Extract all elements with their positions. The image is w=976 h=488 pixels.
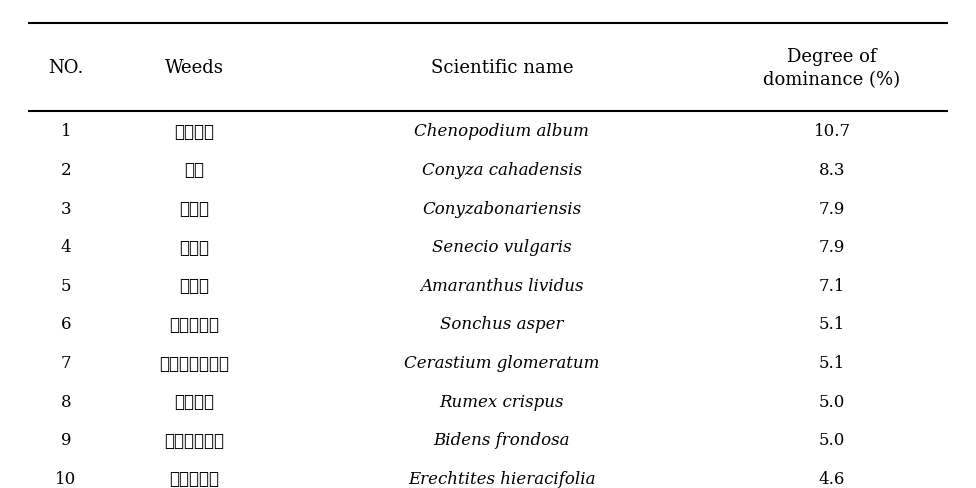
Text: 4.6: 4.6 <box>819 470 845 487</box>
Text: 6: 6 <box>61 316 71 333</box>
Text: Cerastium glomeratum: Cerastium glomeratum <box>404 354 599 371</box>
Text: Erechtites hieracifolia: Erechtites hieracifolia <box>408 470 595 487</box>
Text: 7.1: 7.1 <box>819 277 845 294</box>
Text: Degree of
dominance (%): Degree of dominance (%) <box>763 47 901 89</box>
Text: 미국가막사리: 미국가막사리 <box>164 431 224 449</box>
Text: Scientific name: Scientific name <box>430 60 573 77</box>
Text: Bidens frondosa: Bidens frondosa <box>433 431 570 448</box>
Text: Sonchus asper: Sonchus asper <box>440 316 563 333</box>
Text: Chenopodium album: Chenopodium album <box>415 123 590 140</box>
Text: 8.3: 8.3 <box>819 162 845 179</box>
Text: 4: 4 <box>61 239 71 256</box>
Text: 10: 10 <box>56 470 76 487</box>
Text: 큰망초: 큰망초 <box>180 200 210 218</box>
Text: 5.1: 5.1 <box>819 354 845 371</box>
Text: 망초: 망초 <box>184 161 204 179</box>
Text: 10.7: 10.7 <box>813 123 851 140</box>
Text: 7: 7 <box>61 354 71 371</box>
Text: 5.0: 5.0 <box>819 431 845 448</box>
Text: NO.: NO. <box>48 60 84 77</box>
Text: 소리쟱이: 소리쟱이 <box>175 392 215 410</box>
Text: Amaranthus lividus: Amaranthus lividus <box>420 277 584 294</box>
Text: 9: 9 <box>61 431 71 448</box>
Text: 붉은서나물: 붉은서나물 <box>170 469 220 488</box>
Text: 2: 2 <box>61 162 71 179</box>
Text: 유럽점나도나물: 유럽점나도나물 <box>159 354 229 372</box>
Text: 1: 1 <box>61 123 71 140</box>
Text: 큰방가지딠: 큰방가지딠 <box>170 315 220 333</box>
Text: Rumex crispus: Rumex crispus <box>439 393 564 410</box>
Text: Conyza cahadensis: Conyza cahadensis <box>422 162 582 179</box>
Text: 5: 5 <box>61 277 71 294</box>
Text: Senecio vulgaris: Senecio vulgaris <box>432 239 572 256</box>
Text: 8: 8 <box>61 393 71 410</box>
Text: 개비름: 개비름 <box>180 277 210 295</box>
Text: 7.9: 7.9 <box>819 239 845 256</box>
Text: 개쌍갓: 개쌍갓 <box>180 238 210 256</box>
Text: 5.0: 5.0 <box>819 393 845 410</box>
Text: 3: 3 <box>61 200 71 217</box>
Text: Conyzabonariensis: Conyzabonariensis <box>423 200 582 217</box>
Text: 흘명아주: 흘명아주 <box>175 122 215 141</box>
Text: 5.1: 5.1 <box>819 316 845 333</box>
Text: Weeds: Weeds <box>165 60 224 77</box>
Text: 7.9: 7.9 <box>819 200 845 217</box>
